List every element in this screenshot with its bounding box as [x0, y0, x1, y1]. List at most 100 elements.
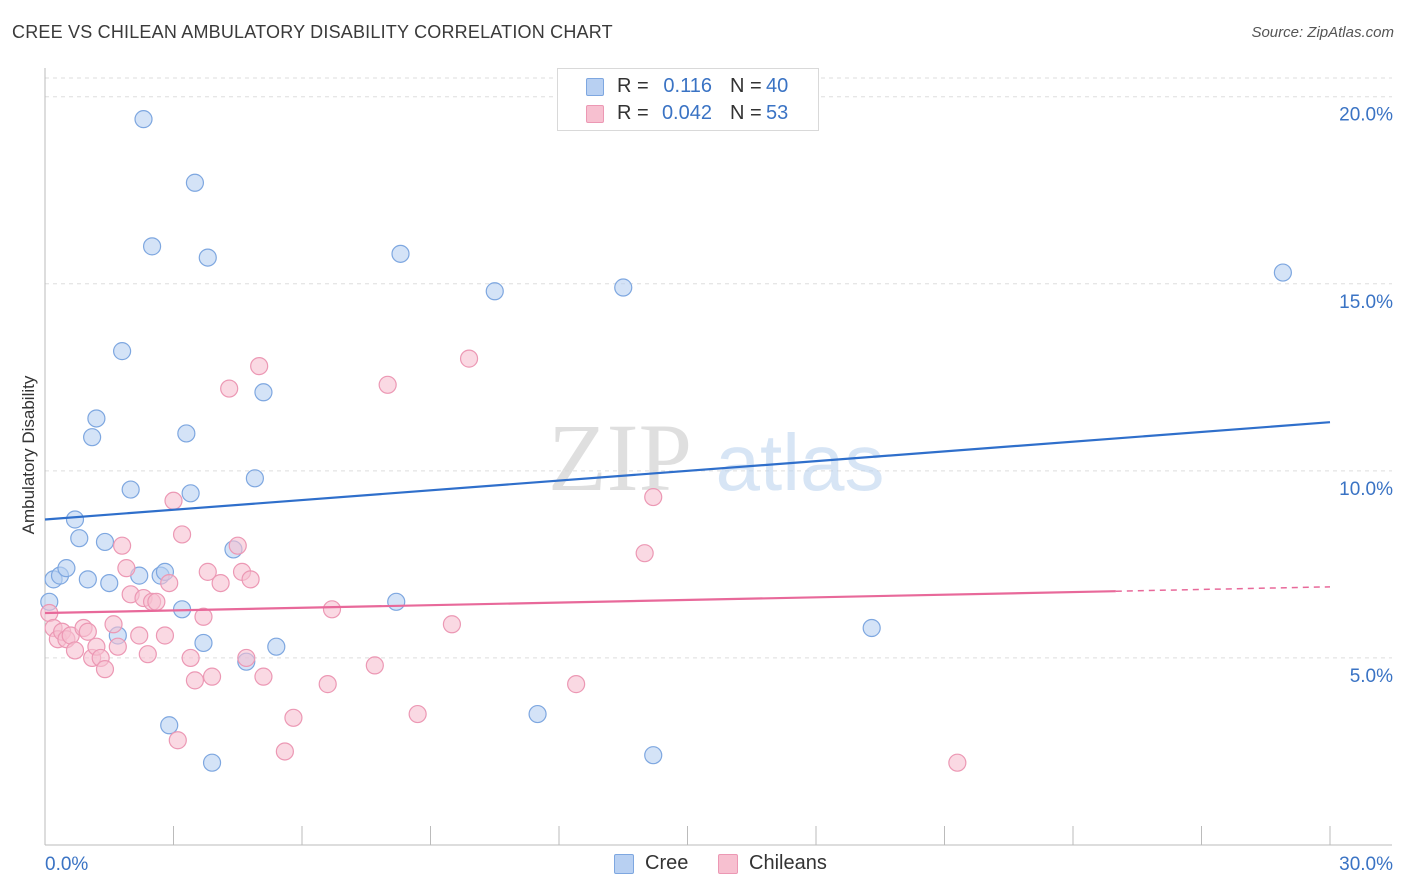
data-point-cree [614, 278, 633, 297]
data-point-chileans [95, 660, 115, 679]
data-point-cree [121, 480, 140, 499]
data-point-chileans [181, 648, 200, 668]
tick-label-layer: 5.0% 10.0% 15.0% 20.0% 0.0% 30.0% [45, 105, 1393, 875]
data-point-chileans [78, 622, 97, 641]
data-point-chileans [155, 626, 175, 645]
data-point-chileans [160, 573, 179, 593]
data-point-cree [185, 173, 205, 192]
data-point-chileans [318, 675, 337, 694]
data-point-cree [528, 704, 547, 724]
data-point-cree [134, 110, 153, 129]
data-point-cree [644, 746, 663, 765]
legend-r-value: 0.116 [663, 75, 712, 97]
watermark-zip: ZIP [548, 404, 692, 511]
trend-line-extension-chileans [1115, 586, 1331, 592]
data-point-chileans [185, 671, 205, 690]
data-point-chileans [442, 615, 462, 634]
cree-swatch-icon [586, 78, 604, 96]
legend-r-label: R = [617, 102, 649, 124]
legend-n-label: N = [730, 75, 762, 97]
data-point-chileans [459, 349, 479, 368]
axis-layer [44, 68, 1392, 846]
y-tick-label: 10.0% [1339, 479, 1393, 500]
data-point-cree [387, 592, 406, 611]
data-point-chileans [168, 731, 187, 750]
data-point-chileans [250, 356, 269, 376]
data-point-cree [198, 248, 217, 267]
x-tick-label: 30.0% [1339, 854, 1393, 875]
data-point-cree [83, 428, 102, 447]
data-point-cree [1273, 263, 1292, 282]
data-point-chileans [378, 375, 397, 394]
data-point-cree [485, 282, 504, 301]
legend-n-value: 40 [766, 75, 789, 97]
data-point-chileans [130, 626, 149, 645]
y-tick-label: 15.0% [1339, 292, 1393, 313]
data-point-cree [142, 237, 162, 256]
legend-row-chileans: R = 0.042 N = 53 [558, 101, 820, 127]
legend-label-chileans: Chileans [749, 852, 827, 874]
data-point-chileans [194, 607, 213, 626]
legend-row-cree: R = 0.116 N = 40 [558, 74, 820, 100]
data-point-cree [202, 753, 222, 772]
chileans-swatch-icon [586, 105, 604, 123]
data-point-cree [100, 573, 119, 593]
watermark: ZIP atlas [548, 404, 884, 511]
legend-n-label: N = [730, 102, 762, 124]
y-axis-label: Ambulatory Disability [19, 375, 38, 535]
data-point-chileans [635, 544, 654, 563]
data-point-cree [862, 618, 881, 638]
y-tick-label: 20.0% [1339, 105, 1393, 126]
data-point-chileans [108, 637, 127, 656]
chileans-swatch-icon [718, 854, 738, 874]
cree-swatch-icon [614, 854, 634, 874]
data-point-chileans [241, 570, 260, 589]
data-point-chileans [254, 667, 273, 686]
data-point-chileans [211, 573, 230, 593]
data-point-chileans [198, 562, 217, 581]
y-tick-label: 5.0% [1350, 666, 1393, 687]
data-point-chileans [237, 648, 256, 668]
correlation-legend: R = 0.116 N = 40 R = 0.042 N = 53 [557, 68, 819, 131]
data-point-chileans [228, 536, 247, 555]
data-point-chileans [147, 592, 166, 611]
data-point-chileans [322, 600, 342, 619]
data-point-cree [254, 383, 273, 402]
data-point-chileans [408, 704, 427, 724]
source-label: Source: ZipAtlas.com [1251, 24, 1394, 41]
trend-layer [44, 421, 1331, 615]
chart-title: CREE VS CHILEAN AMBULATORY DISABILITY CO… [12, 22, 613, 42]
series-legend: Cree Chileans [0, 852, 1406, 878]
trend-line-chileans [44, 590, 1116, 615]
data-point-cree [57, 559, 76, 578]
data-point-cree [194, 633, 213, 653]
data-point-chileans [948, 753, 967, 772]
data-point-chileans [284, 708, 303, 727]
legend-r-label: R = [617, 75, 649, 97]
data-point-cree [160, 716, 179, 735]
data-point-cree [245, 469, 264, 488]
x-tick-label: 0.0% [45, 854, 88, 875]
data-point-cree [112, 342, 132, 361]
legend-label-cree: Cree [645, 852, 689, 874]
data-point-chileans [112, 536, 132, 555]
points-layer [40, 110, 1292, 772]
data-point-chileans [138, 645, 157, 664]
data-point-chileans [644, 487, 663, 507]
data-point-chileans [65, 641, 85, 660]
data-point-chileans [202, 667, 222, 686]
data-point-cree [95, 532, 115, 552]
data-point-cree [181, 484, 200, 503]
data-point-cree [87, 409, 106, 428]
data-point-chileans [172, 525, 192, 544]
data-point-chileans [117, 559, 136, 578]
data-point-cree [70, 529, 89, 548]
data-point-cree [391, 244, 410, 263]
data-point-chileans [365, 656, 384, 675]
legend-r-value: 0.042 [661, 102, 712, 124]
data-point-chileans [275, 742, 294, 761]
data-point-cree [65, 510, 85, 529]
data-point-cree [267, 637, 286, 656]
